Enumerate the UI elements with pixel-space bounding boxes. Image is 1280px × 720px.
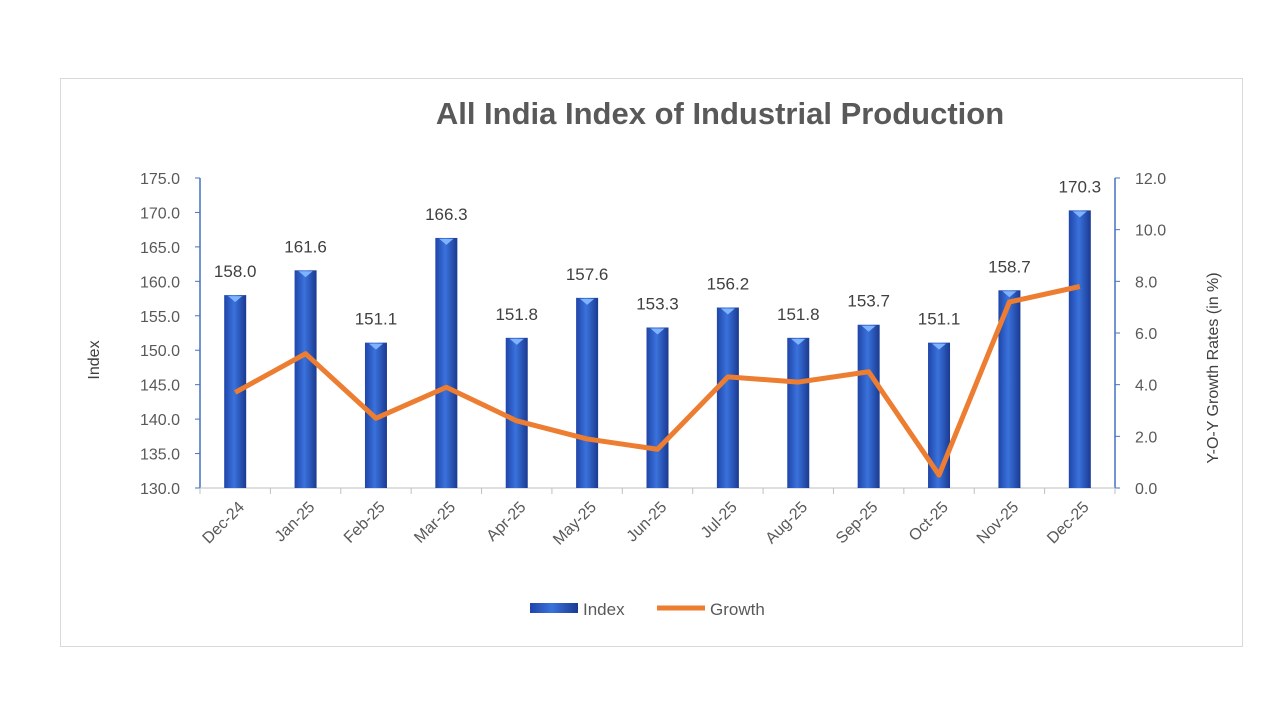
x-tick-label: Jun-25	[624, 499, 671, 546]
left-tick-label: 155.0	[140, 309, 180, 326]
x-tick-label: Feb-25	[341, 499, 389, 547]
x-tick-label: Apr-25	[484, 499, 530, 545]
bar-data-label: 156.2	[707, 275, 750, 294]
bar-index	[1068, 210, 1091, 488]
legend-index-swatch	[530, 603, 578, 613]
bar-highlight	[1072, 211, 1087, 218]
bar-data-label: 166.3	[425, 205, 468, 224]
bar-highlight	[368, 343, 383, 350]
right-tick-label: 4.0	[1135, 378, 1157, 395]
bar-highlight	[650, 328, 665, 335]
right-tick-label: 2.0	[1135, 429, 1157, 446]
x-tick-label: May-25	[550, 499, 600, 549]
legend-growth-label: Growth	[710, 600, 765, 619]
right-tick-label: 10.0	[1135, 223, 1166, 240]
x-tick-label: Mar-25	[411, 499, 459, 547]
left-tick-label: 160.0	[140, 274, 180, 291]
right-axis-title: Y-O-Y Growth Rates (in %)	[1205, 272, 1222, 463]
bar-highlight	[580, 298, 595, 305]
bar-index	[998, 290, 1021, 488]
bar-data-label: 151.1	[918, 310, 961, 329]
bar-highlight	[861, 325, 876, 332]
bar-data-label: 158.0	[214, 262, 257, 281]
bar-index	[576, 297, 599, 488]
x-tick-label: Jul-25	[698, 499, 741, 542]
bar-data-label: 151.8	[777, 305, 820, 324]
right-tick-label: 12.0	[1135, 171, 1166, 188]
bar-highlight	[439, 238, 454, 245]
bar-data-label: 158.7	[988, 257, 1031, 276]
x-tick-label: Oct-25	[906, 499, 952, 545]
bar-index	[646, 327, 669, 488]
bar-data-label: 170.3	[1059, 177, 1102, 196]
bar-data-label: 153.7	[847, 292, 890, 311]
right-tick-label: 6.0	[1135, 326, 1157, 343]
bar-index	[435, 237, 458, 488]
left-tick-label: 130.0	[140, 481, 180, 498]
left-tick-label: 135.0	[140, 447, 180, 464]
bar-highlight	[932, 343, 947, 350]
bar-highlight	[298, 271, 313, 278]
left-axis-title: Index	[86, 340, 103, 379]
bar-highlight	[509, 338, 524, 345]
x-tick-label: Dec-24	[200, 499, 249, 548]
x-tick-label: Sep-25	[833, 499, 882, 548]
bar-data-label: 151.1	[355, 310, 398, 329]
chart-title: All India Index of Industrial Production	[436, 96, 1004, 131]
left-tick-label: 150.0	[140, 343, 180, 360]
bar-data-label: 151.8	[495, 305, 538, 324]
bar-index	[928, 342, 951, 488]
x-tick-label: Nov-25	[974, 499, 1023, 548]
left-tick-label: 145.0	[140, 378, 180, 395]
left-tick-label: 165.0	[140, 240, 180, 257]
bar-highlight	[1002, 291, 1017, 298]
bar-highlight	[228, 296, 243, 303]
x-tick-label: Jan-25	[272, 499, 319, 546]
bar-data-label: 161.6	[284, 237, 327, 256]
bar-index	[294, 270, 317, 488]
bar-index	[505, 337, 528, 488]
bar-index	[787, 337, 810, 488]
bar-index	[716, 307, 739, 488]
x-tick-label: Aug-25	[763, 499, 812, 548]
legend-index-label: Index	[583, 600, 625, 619]
left-tick-label: 140.0	[140, 412, 180, 429]
right-tick-label: 8.0	[1135, 274, 1157, 291]
right-tick-label: 0.0	[1135, 481, 1157, 498]
bar-highlight	[720, 308, 735, 315]
left-tick-label: 170.0	[140, 205, 180, 222]
bar-data-label: 153.3	[636, 294, 679, 313]
bar-highlight	[791, 338, 806, 345]
left-tick-label: 175.0	[140, 171, 180, 188]
x-tick-label: Dec-25	[1044, 499, 1093, 548]
bar-data-label: 157.6	[566, 265, 609, 284]
bar-index	[857, 324, 880, 488]
